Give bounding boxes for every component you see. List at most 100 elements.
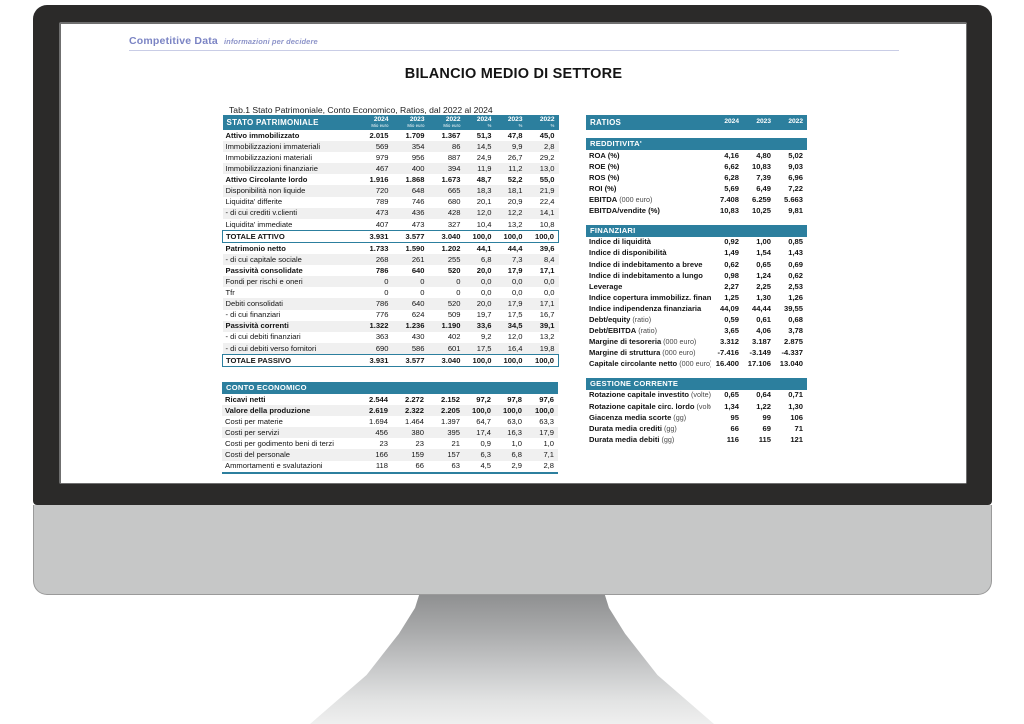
- row-value: 97,8: [507, 394, 522, 404]
- table-row: ROA (%) 4,16 4,80 5,02: [586, 150, 807, 161]
- section-header-pad: [743, 138, 775, 150]
- row-value: 9,81: [788, 206, 803, 216]
- row-value: 69: [762, 423, 771, 433]
- row-label: Margine di tesoreria (000 euro): [589, 337, 697, 347]
- row-label: Giacenza media scorte (gg): [589, 412, 687, 422]
- row-value: 21: [451, 439, 460, 449]
- section-header-title: CONTO ECONOMICO: [222, 382, 356, 394]
- ratios-table: RATIOS 2024 2023 2022 REDDITIVITA' ROA (%) 4,1…: [586, 115, 807, 445]
- table-row: Passività consolidate 786 640 520 20,0 17,9 17…: [223, 265, 559, 276]
- column-header-year: 2022 Mio euro: [428, 115, 465, 130]
- table-row: Costi per godimento beni di terzi 23 23 21 0…: [222, 438, 558, 449]
- column-header-title: STATO PATRIMONIALE: [222, 115, 357, 130]
- row-value: 21,9: [539, 186, 555, 196]
- row-value: 2.322: [404, 405, 424, 415]
- row-value: 100,0: [534, 405, 554, 415]
- row-value: 99: [762, 412, 771, 422]
- table-row: Liquidita' immediate 407 473 327 10,4 13,2 10,…: [223, 219, 559, 231]
- row-value: 13,2: [507, 219, 523, 229]
- row-value: 0,64: [756, 390, 771, 400]
- row-value: 1.673: [441, 175, 461, 185]
- row-value: 23: [379, 439, 388, 449]
- section-header-pad: [711, 138, 743, 150]
- row-value: -7.416: [717, 348, 739, 358]
- row-value: 45,0: [539, 130, 555, 140]
- row-label: Costi per materie: [225, 416, 283, 426]
- section-header-pad: [711, 224, 743, 237]
- row-label: Attivo Circolante lordo: [225, 175, 308, 185]
- row-value: 0,0: [511, 276, 523, 286]
- row-value: 0,92: [724, 237, 739, 247]
- table-row: Leverage 2,27 2,25 2,53: [586, 281, 807, 292]
- row-label: ROI (%): [589, 184, 617, 194]
- section-header-title: GESTIONE CORRENTE: [586, 377, 711, 390]
- row-value: 586: [411, 343, 425, 353]
- row-label: Debt/EBITDA (ratio): [589, 326, 658, 336]
- table-row: Indice di indebitamento a breve 0,62 0,65 0…: [586, 259, 807, 270]
- row-value: 13.040: [779, 359, 803, 369]
- row-value: 86: [452, 141, 461, 151]
- table-row: Capitale circolante netto (000 euro) 16.4…: [586, 359, 807, 370]
- row-label: Debt/equity (ratio): [589, 314, 652, 324]
- row-value: 680: [447, 197, 461, 207]
- row-value: 2,8: [543, 141, 555, 151]
- row-value: 5.663: [783, 195, 803, 205]
- table-row: ROS (%) 6,28 7,39 6,96: [586, 172, 807, 183]
- row-label: EBITDA (000 euro): [589, 195, 653, 205]
- row-value: 4,5: [480, 461, 491, 471]
- table-row: Rotazione capitale circ. lordo (volte) 1,…: [586, 401, 807, 412]
- row-value: 786: [375, 265, 389, 275]
- row-value: 10,8: [539, 219, 555, 229]
- row-value: 7,39: [756, 172, 771, 182]
- row-value: 7,1: [543, 450, 554, 460]
- row-value: 34,5: [507, 321, 523, 331]
- section-header-pad: [428, 382, 464, 394]
- row-value: 11,9: [477, 164, 492, 174]
- row-label: - di cui capitale sociale: [225, 254, 302, 264]
- conto-economico-table: CONTO ECONOMICO Ricavi netti 2.544 2.272 2.1…: [222, 382, 558, 474]
- row-label: - di cui debiti verso fornitori: [225, 343, 317, 353]
- row-value: 100,0: [495, 229, 527, 243]
- row-value: 10,83: [751, 161, 771, 171]
- row-value: 6,8: [480, 254, 492, 264]
- row-value: 1.397: [440, 416, 460, 426]
- row-label: Costi per godimento beni di terzi: [225, 439, 334, 449]
- row-value: 1,34: [724, 401, 739, 411]
- table-row: Tfr 0 0 0 0,0 0,0 0,0: [223, 287, 559, 298]
- table-row: ROE (%) 6,62 10,83 9,03: [586, 161, 807, 172]
- row-value: 9,2: [480, 332, 492, 342]
- row-value: 327: [447, 219, 461, 229]
- row-label: Immobilizzazioni finanziarie: [225, 164, 318, 174]
- row-value: 473: [375, 208, 389, 218]
- row-value: 6.259: [751, 195, 771, 205]
- row-label: Tfr: [225, 288, 235, 298]
- row-value: 19,8: [539, 343, 555, 353]
- row-value: 640: [411, 265, 425, 275]
- row-value: 2,8: [543, 461, 554, 471]
- row-value: 3,65: [724, 326, 739, 336]
- row-value: 9,9: [511, 141, 523, 151]
- row-value: 0,65: [756, 259, 771, 269]
- column-header-year: 2024%: [464, 115, 496, 130]
- column-header-year: 2023%: [495, 115, 527, 130]
- row-label: Ricavi netti: [225, 394, 266, 404]
- row-value: 12,0: [507, 332, 523, 342]
- table-row: Margine di tesoreria (000 euro) 3.312 3.18…: [586, 336, 807, 347]
- row-value: 44,1: [476, 243, 492, 253]
- row-value: 1,0: [511, 439, 522, 449]
- table-row: Valore della produzione 2.619 2.322 2.205 10…: [222, 405, 558, 417]
- section-header-row: REDDITIVITA': [586, 138, 807, 150]
- row-value: 97,6: [539, 394, 554, 404]
- row-value: 16,7: [539, 310, 555, 320]
- row-label: Attivo immobilizzato: [225, 130, 300, 140]
- row-label: Passività consolidate: [225, 265, 303, 275]
- table-row: Durata media debiti (gg) 116 115 121: [586, 434, 807, 445]
- table-row: Costi del personale 166 159 157 6,3 6,8 7,1: [222, 449, 558, 461]
- row-value: 157: [447, 450, 460, 460]
- monitor-chin: [33, 505, 992, 595]
- row-value: 1,0: [543, 439, 554, 449]
- row-value: 690: [375, 343, 389, 353]
- row-value: 8,4: [543, 254, 555, 264]
- row-value: 3.577: [392, 353, 429, 367]
- row-label: EBITDA/vendite (%): [589, 206, 660, 216]
